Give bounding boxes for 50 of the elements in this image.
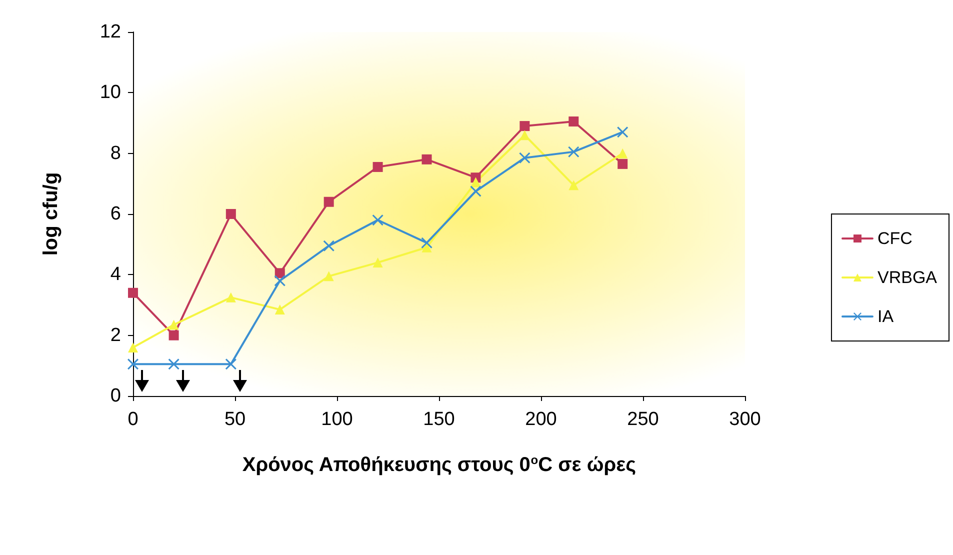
point — [618, 148, 628, 158]
y-tick-label: 4 — [110, 264, 122, 286]
point — [128, 358, 138, 370]
point — [128, 288, 138, 298]
x-tick-label: 100 — [321, 409, 353, 430]
point — [274, 268, 285, 278]
point — [470, 186, 482, 197]
x-tick-label: 200 — [525, 409, 557, 430]
y-tick-label: 10 — [100, 82, 121, 104]
point — [568, 146, 580, 158]
point — [568, 116, 579, 126]
point — [324, 271, 334, 282]
y-axis-title: log cfu/g — [40, 172, 62, 256]
point — [274, 275, 286, 286]
point — [128, 342, 138, 352]
point — [520, 121, 530, 132]
x-tick-label: 300 — [729, 409, 761, 430]
point — [168, 320, 179, 330]
legend-label: CFC — [877, 229, 912, 248]
legend-label: VRBGA — [877, 268, 938, 287]
point — [372, 214, 384, 226]
x-tick-label: 50 — [224, 409, 246, 430]
point — [323, 240, 334, 252]
y-tick-label: 6 — [110, 204, 121, 224]
point — [421, 237, 432, 248]
legend-label: IA — [877, 307, 894, 326]
point — [422, 242, 432, 252]
point — [372, 162, 383, 172]
point — [226, 292, 236, 302]
y-tick-label: 2 — [110, 324, 121, 346]
y-tick-label: 8 — [110, 142, 121, 164]
point — [568, 180, 579, 190]
point — [422, 154, 432, 164]
point — [226, 209, 236, 219]
point — [372, 258, 383, 268]
point — [617, 126, 628, 138]
point — [470, 177, 481, 188]
y-tick-label: 12 — [100, 22, 121, 42]
point — [168, 358, 180, 370]
point — [520, 130, 530, 140]
point — [274, 304, 285, 315]
x-tick-label: 0 — [128, 409, 138, 430]
point — [168, 330, 179, 340]
point — [324, 196, 334, 207]
point — [618, 158, 628, 169]
point — [225, 358, 236, 370]
x-tick-label: 250 — [627, 409, 659, 430]
x-tick-label: 150 — [423, 409, 455, 430]
y-tick-label: 0 — [110, 386, 121, 406]
point — [519, 152, 530, 164]
